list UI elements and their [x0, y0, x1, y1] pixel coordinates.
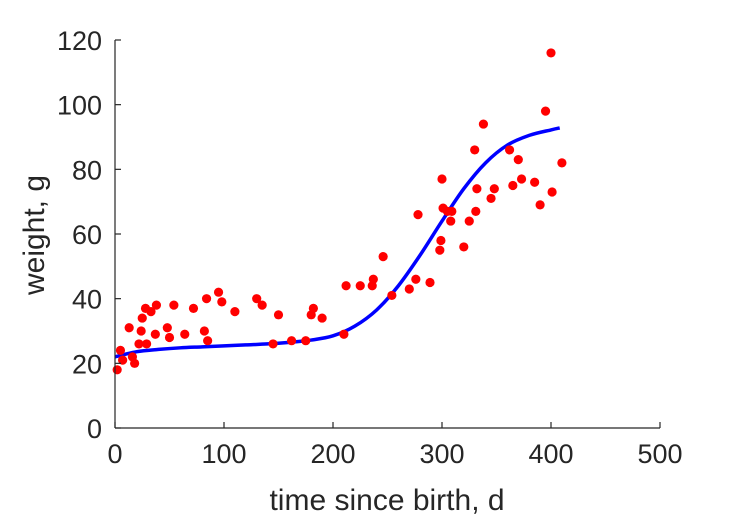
- data-point: [425, 277, 435, 288]
- data-point: [470, 145, 480, 155]
- data-point: [164, 332, 175, 343]
- data-point: [162, 323, 172, 333]
- data-point: [530, 177, 540, 187]
- data-point: [286, 336, 297, 346]
- data-point: [472, 184, 482, 194]
- axes: 0 100 200 300 400 500 0 20 40 60 80 100 120: [57, 26, 683, 469]
- data-point: [547, 187, 557, 197]
- data-point: [471, 206, 481, 216]
- data-point: [546, 48, 556, 58]
- y-tick-label: 20: [72, 349, 102, 379]
- data-point: [203, 336, 213, 346]
- x-axis-label: time since birth, d: [269, 484, 504, 517]
- fit-curve: [114, 126, 561, 359]
- data-point: [404, 284, 414, 294]
- y-tick-label: 120: [57, 26, 102, 56]
- data-point: [464, 216, 474, 226]
- data-point: [308, 303, 318, 313]
- data-point: [387, 290, 397, 301]
- y-axis-label: weight, g: [18, 175, 51, 296]
- data-point: [437, 174, 447, 184]
- y-tick-label: 100: [57, 91, 102, 121]
- data-point: [413, 210, 423, 220]
- data-point: [169, 300, 179, 310]
- data-point: [268, 339, 278, 349]
- data-point: [112, 365, 122, 375]
- data-point: [436, 235, 446, 246]
- data-point: [368, 274, 378, 284]
- data-point: [411, 274, 421, 284]
- x-tick-label: 100: [201, 439, 246, 469]
- data-point: [557, 158, 567, 168]
- data-point: [540, 106, 551, 116]
- y-tick-label: 60: [72, 220, 102, 250]
- data-point: [213, 287, 224, 297]
- data-point: [486, 193, 496, 204]
- x-tick-label: 500: [637, 439, 682, 469]
- y-tick-label: 40: [72, 285, 102, 315]
- data-point: [180, 329, 190, 339]
- data-point: [124, 323, 134, 333]
- data-point: [252, 294, 262, 304]
- data-point: [341, 281, 351, 291]
- data-point: [199, 326, 209, 336]
- data-point: [355, 281, 365, 291]
- data-point: [151, 300, 162, 310]
- data-point: [217, 297, 227, 307]
- data-point: [447, 206, 457, 216]
- data-point: [150, 329, 160, 339]
- y-tick-label: 80: [72, 155, 102, 185]
- data-point: [146, 307, 156, 317]
- data-point: [130, 358, 140, 368]
- data-point: [137, 313, 147, 323]
- data-point: [134, 339, 144, 349]
- data-point: [339, 329, 349, 339]
- data-point: [317, 313, 327, 323]
- data-point: [535, 200, 545, 210]
- x-tick-label: 200: [310, 439, 355, 469]
- data-point: [435, 245, 445, 255]
- data-point: [273, 310, 284, 320]
- y-tick-label: 0: [87, 414, 102, 444]
- data-point: [516, 174, 527, 184]
- data-point: [478, 119, 489, 129]
- x-tick-label: 300: [419, 439, 464, 469]
- data-point: [136, 326, 146, 336]
- data-point: [504, 145, 515, 155]
- data-point: [459, 242, 469, 252]
- data-point: [378, 252, 388, 262]
- data-point: [257, 300, 267, 310]
- data-point: [513, 155, 523, 165]
- data-point: [118, 355, 128, 365]
- x-tick-label: 400: [528, 439, 573, 469]
- points-layer: [112, 48, 567, 375]
- data-point: [188, 303, 199, 313]
- data-point: [489, 184, 499, 194]
- data-point: [508, 180, 518, 191]
- data-point: [230, 307, 240, 317]
- data-point: [115, 345, 126, 355]
- data-point: [142, 339, 152, 349]
- data-point: [446, 216, 456, 226]
- fit-layer: [114, 126, 561, 359]
- data-point: [201, 294, 212, 304]
- x-tick-label: 0: [107, 439, 122, 469]
- data-point: [301, 336, 311, 346]
